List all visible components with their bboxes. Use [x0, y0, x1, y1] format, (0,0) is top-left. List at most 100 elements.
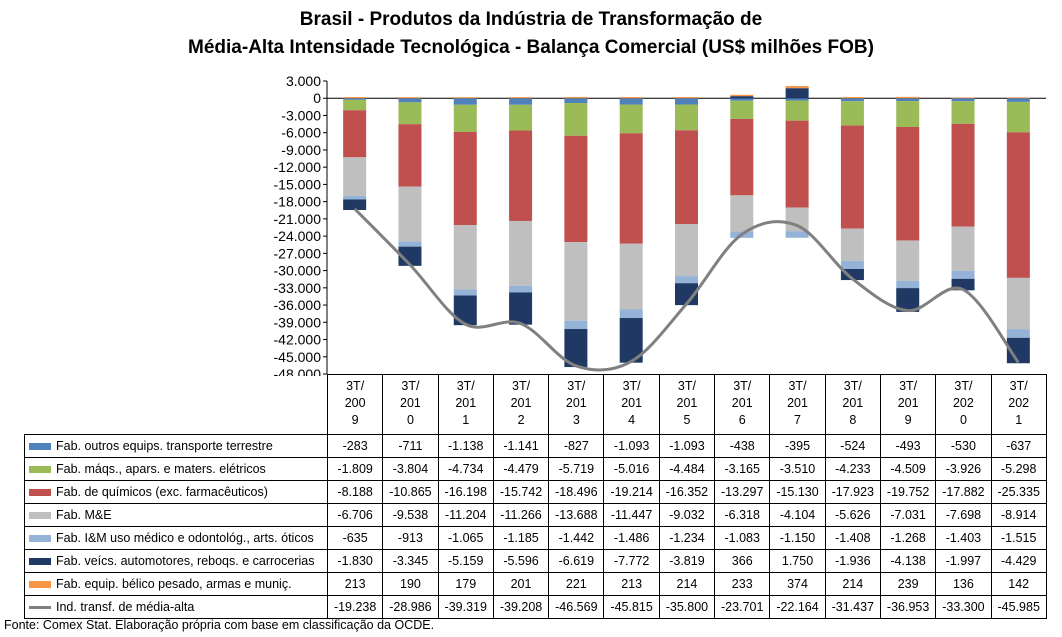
- bar-segment-s6-c1: [398, 97, 422, 99]
- table-cell: -22.164: [769, 595, 826, 619]
- legend-label: Fab. M&E: [56, 508, 112, 522]
- table-cell: -19.752: [879, 480, 937, 504]
- bar-segment-s5-c6: [675, 283, 698, 306]
- bar-segment-s4-c6: [675, 276, 698, 284]
- table-cell: -8.188: [326, 480, 384, 504]
- table-cell: -1.268: [879, 526, 937, 550]
- category-label: 3T/201 8: [824, 374, 881, 435]
- table-cell: -7.698: [935, 503, 992, 527]
- category-label-part: 8: [849, 413, 857, 427]
- bar-segment-s2-c10: [896, 126, 920, 241]
- table-cell: -8.914: [990, 503, 1047, 527]
- table-cell: -1.408: [824, 526, 881, 550]
- table-cell: -913: [382, 526, 439, 550]
- table-cell: -3.926: [935, 457, 992, 481]
- bar-segment-s0-c11: [951, 98, 975, 102]
- table-cell: -5.596: [492, 549, 550, 573]
- bar-segment-s2-c8: [785, 120, 809, 208]
- bar-segment-s3-c5: [619, 243, 643, 310]
- bar-segment-s3-c11: [951, 226, 975, 271]
- category-label-part: 7: [794, 413, 801, 427]
- table-cell: -46.569: [548, 595, 605, 619]
- category-label-part: 201: [842, 396, 864, 410]
- bar-segment-s2-c0: [343, 110, 367, 158]
- bar-segment-s3-c12: [1006, 277, 1030, 330]
- table-cell: -1.093: [603, 434, 660, 458]
- table-cell: -1.150: [769, 526, 826, 550]
- table-cell: -19.214: [603, 480, 660, 504]
- table-cell: 374: [769, 572, 826, 596]
- legend-entry: Fab. M&E: [24, 503, 328, 527]
- table-cell: -1.065: [437, 526, 494, 550]
- y-tick-label: -42.000: [274, 332, 322, 348]
- category-label: 3T/200 9: [326, 374, 384, 435]
- category-label-part: 202: [952, 396, 974, 410]
- category-label-part: 6: [738, 413, 746, 427]
- y-tick-label: -18.000: [274, 194, 322, 210]
- y-tick-label: -33.000: [274, 280, 322, 296]
- table-cell: -5.298: [990, 457, 1047, 481]
- bar-segment-s0-c6: [675, 98, 698, 105]
- category-label: 3T/201 7: [769, 374, 826, 435]
- legend-swatch: [29, 512, 51, 520]
- y-tick-label: -6.000: [281, 125, 321, 141]
- bar-segment-s3-c0: [343, 157, 367, 196]
- bar-segment-s1-c11: [951, 101, 975, 124]
- legend-swatch: [29, 581, 51, 589]
- table-cell: -16.198: [437, 480, 494, 504]
- table-cell: -1.138: [437, 434, 494, 458]
- table-cell: -3.345: [382, 549, 439, 573]
- table-cell: 213: [326, 572, 384, 596]
- bar-segment-s5-c1: [398, 246, 422, 266]
- table-cell: -438: [714, 434, 771, 458]
- legend-entry: Fab. veícs. automotores, reboqs. e carro…: [24, 549, 328, 573]
- table-cell: -1.515: [990, 526, 1047, 550]
- bar-segment-s6-c3: [509, 97, 533, 99]
- bar-segment-s5-c8: [785, 88, 809, 99]
- bar-segment-s0-c0: [343, 98, 367, 100]
- category-label: 3T/202 1: [990, 374, 1047, 435]
- y-tick-label: -3.000: [281, 107, 321, 123]
- legend-label: Fab. outros equips. transporte terrestre: [56, 439, 273, 453]
- category-label-part: 5: [683, 413, 691, 427]
- category-label-part: 3T/: [346, 379, 365, 393]
- table-cell: -530: [935, 434, 992, 458]
- legend-swatch: [29, 443, 51, 451]
- y-tick-label: 3.000: [286, 73, 321, 89]
- table-cell: -11.266: [492, 503, 550, 527]
- category-label: 3T/201 2: [492, 374, 550, 435]
- legend-label: Fab. I&M uso médico e odontológ., arts. …: [56, 531, 314, 545]
- bar-segment-s0-c5: [619, 98, 643, 105]
- category-label: 3T/201 0: [382, 374, 439, 435]
- bar-segment-s5-c12: [1006, 337, 1030, 364]
- table-cell: 239: [879, 572, 937, 596]
- table-cell: -15.742: [492, 480, 550, 504]
- table-cell: -3.165: [714, 457, 771, 481]
- table-cell: -1.936: [824, 549, 881, 573]
- bar-segment-s5-c9: [840, 268, 864, 281]
- legend-label: Fab. equip. bélico pesado, armas e muniç…: [56, 577, 292, 591]
- category-label-part: 3: [572, 413, 580, 427]
- category-label-part: 201: [731, 396, 753, 410]
- bar-segment-s0-c1: [398, 98, 422, 103]
- bar-segment-s1-c10: [896, 101, 920, 127]
- table-cell: -5.159: [437, 549, 494, 573]
- bar-segment-s5-c0: [343, 199, 367, 210]
- table-cell: 142: [990, 572, 1047, 596]
- table-cell: -283: [326, 434, 384, 458]
- table-cell: -4.484: [658, 457, 716, 481]
- table-cell: -635: [326, 526, 384, 550]
- table-cell: -1.403: [935, 526, 992, 550]
- y-tick-label: -45.000: [274, 349, 322, 365]
- table-cell: -28.986: [382, 595, 439, 619]
- legend-entry: Fab. I&M uso médico e odontológ., arts. …: [24, 526, 328, 550]
- category-label-part: 0: [406, 413, 414, 427]
- table-cell: -5.016: [603, 457, 660, 481]
- category-label-part: 9: [904, 413, 912, 427]
- category-label: 3T/201 9: [879, 374, 937, 435]
- table-cell: -11.204: [437, 503, 494, 527]
- table-cell: -45.985: [990, 595, 1047, 619]
- category-label-part: 3T/: [401, 379, 420, 393]
- bar-segment-s1-c0: [343, 99, 367, 111]
- category-label-part: 0: [959, 413, 967, 427]
